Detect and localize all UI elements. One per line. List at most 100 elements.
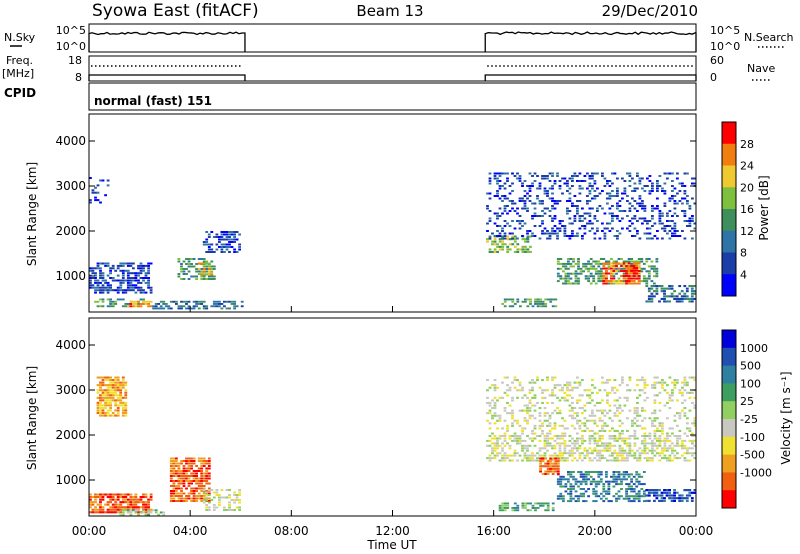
range-cell — [538, 449, 542, 452]
range-cell — [616, 217, 619, 220]
range-cell — [618, 447, 622, 450]
range-cell — [681, 210, 684, 212]
range-cell — [643, 447, 647, 450]
range-cell — [220, 243, 224, 246]
range-cell — [581, 215, 584, 217]
range-cell — [593, 447, 597, 450]
range-cell — [511, 237, 514, 240]
range-cell — [558, 409, 562, 412]
range-cell — [501, 230, 504, 232]
range-cell — [109, 409, 112, 412]
range-cell — [564, 280, 568, 283]
range-cell — [147, 509, 150, 512]
range-cell — [567, 488, 570, 490]
range-cell — [676, 177, 679, 180]
range-cell — [683, 215, 687, 217]
range-cell — [599, 270, 603, 273]
range-cell — [190, 475, 193, 477]
range-cell — [94, 506, 97, 509]
range-cell — [586, 212, 589, 215]
range-cell — [228, 496, 231, 499]
range-cell — [576, 210, 579, 212]
range-cell — [568, 409, 572, 412]
range-cell — [172, 495, 176, 497]
range-cell — [668, 230, 672, 232]
range-cell — [114, 279, 118, 282]
range-cell — [129, 279, 133, 282]
range-cell — [577, 500, 580, 503]
range-cell — [561, 457, 564, 460]
range-cell — [493, 401, 497, 404]
range-cell — [533, 396, 537, 399]
range-cell — [182, 273, 186, 275]
range-cell — [623, 459, 627, 462]
range-cell — [591, 452, 594, 455]
range-cell — [109, 493, 112, 496]
range-cell — [190, 460, 193, 462]
range-cell — [566, 452, 569, 455]
range-cell — [622, 265, 626, 267]
range-cell — [573, 220, 577, 222]
range-cell — [486, 401, 489, 404]
range-cell — [526, 412, 529, 415]
range-cell — [488, 180, 492, 182]
range-cell — [668, 197, 672, 200]
range-cell — [637, 497, 641, 500]
range-cell — [656, 190, 659, 192]
range-cell — [613, 379, 617, 382]
range-cell — [673, 207, 677, 210]
range-cell — [623, 442, 627, 445]
range-cell — [663, 499, 666, 502]
range-cell — [562, 270, 565, 273]
range-cell — [663, 290, 666, 293]
range-cell — [546, 442, 549, 445]
range-cell — [177, 500, 181, 502]
range-cell — [556, 457, 560, 460]
range-cell — [157, 307, 161, 310]
range-cell — [553, 439, 557, 442]
range-cell — [521, 502, 525, 505]
range-cell — [608, 379, 612, 382]
range-cell — [618, 205, 622, 207]
range-cell — [503, 459, 507, 462]
range-cell — [192, 307, 196, 310]
range-cell — [636, 419, 639, 422]
range-cell — [630, 265, 633, 267]
range-cell — [568, 187, 572, 190]
range-cell — [680, 497, 684, 500]
range-cell — [611, 212, 614, 215]
range-cell — [676, 435, 679, 437]
range-cell — [111, 389, 115, 392]
y-tick-label: 1000 — [55, 269, 86, 283]
range-cell — [596, 207, 599, 210]
range-cell — [506, 212, 509, 215]
range-cell — [513, 245, 517, 248]
range-cell — [553, 386, 557, 389]
range-cell — [606, 449, 609, 452]
range-cell — [94, 493, 97, 496]
range-cell — [611, 195, 614, 197]
range-cell — [637, 282, 641, 285]
range-cell — [121, 506, 125, 509]
range-cell — [660, 494, 664, 497]
range-cell — [200, 495, 204, 497]
range-cell — [233, 241, 236, 243]
range-cell — [579, 495, 583, 498]
range-cell — [576, 419, 579, 422]
range-cell — [521, 220, 524, 222]
range-cell — [573, 175, 577, 177]
range-cell — [526, 298, 530, 301]
range-cell — [563, 457, 567, 460]
range-cell — [137, 267, 140, 270]
range-cell — [563, 444, 567, 447]
range-cell — [681, 386, 684, 389]
range-cell — [94, 498, 97, 501]
range-cell — [633, 429, 637, 432]
range-cell — [546, 230, 549, 232]
range-cell — [89, 267, 92, 270]
range-cell — [655, 491, 659, 494]
range-cell — [571, 177, 574, 180]
range-cell — [651, 412, 654, 415]
range-cell — [563, 419, 567, 422]
range-cell — [106, 389, 110, 392]
